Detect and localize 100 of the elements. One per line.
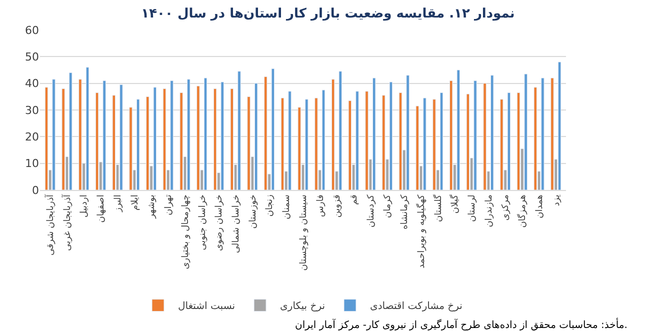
legend-label: نسبت اشتغال — [178, 301, 236, 312]
x-tick-label: اردبیل — [80, 194, 90, 218]
x-tick-label: زنجان — [265, 194, 276, 217]
bar — [238, 71, 241, 190]
bar — [440, 92, 444, 190]
x-tick-label: کهگیلویه و بویراحمد — [414, 194, 427, 268]
bar — [382, 95, 386, 190]
x-tick-label: گیلان — [448, 194, 461, 214]
y-tick-label: 40 — [25, 77, 39, 90]
y-tick-label: 50 — [25, 50, 39, 64]
x-tick-label: کرمانشاه — [400, 194, 410, 230]
x-tick-label: یزد — [552, 194, 562, 206]
x-tick-label: قم — [350, 194, 360, 205]
bar — [348, 100, 352, 190]
bar — [550, 78, 554, 190]
x-tick-label: کرمان — [383, 194, 394, 218]
bar — [86, 67, 90, 190]
bar — [62, 88, 65, 190]
bar — [338, 71, 342, 190]
x-tick-label: آذربایجان غربی — [60, 194, 73, 251]
bar — [120, 84, 123, 190]
bar — [507, 92, 511, 190]
bar — [146, 96, 150, 190]
y-tick-label: 30 — [25, 104, 39, 117]
legend-label: نرخ بیکاری — [280, 301, 325, 312]
bar — [298, 107, 301, 190]
bar — [406, 75, 410, 190]
chart-title: نمودار ۱۲. مقایسه وضعیت بازار کار استان‌ها در سال ۱۴۰۰ — [141, 6, 515, 22]
y-tick-label: 60 — [25, 24, 39, 37]
bar — [432, 99, 436, 190]
bar — [44, 87, 48, 190]
x-tick-label: البرز — [113, 194, 124, 213]
bar — [180, 92, 183, 190]
x-tick-label: بوشهر — [147, 194, 158, 220]
bar — [456, 70, 460, 190]
x-tick-label: خراسان رضوی — [214, 194, 225, 252]
x-tick-label: چهارمحال و بختیاری — [180, 194, 191, 270]
bar — [534, 87, 537, 190]
bar — [466, 94, 470, 190]
bar — [78, 79, 82, 190]
bar — [247, 96, 250, 190]
x-tick-label: قزوین — [332, 194, 343, 218]
bar — [541, 78, 544, 190]
bar — [196, 86, 200, 190]
bar — [280, 98, 284, 190]
text: مأخذ: محاسبات محقق از داده‌های طرح آمارگیری از نیروی کار- مرکز آمار ایران. — [295, 317, 628, 331]
bar — [112, 95, 116, 190]
x-tick-label: آذربایجان شرقی — [44, 194, 56, 256]
bar — [423, 98, 426, 190]
bar — [95, 92, 99, 190]
bar — [52, 79, 56, 190]
bar — [271, 68, 275, 190]
bar — [398, 92, 402, 190]
bar — [204, 78, 208, 190]
bar — [331, 79, 335, 190]
bar — [187, 79, 190, 190]
y-tick-label: 10 — [25, 157, 39, 170]
x-tick-label: کردستان — [366, 194, 376, 228]
bar — [230, 88, 234, 190]
bar — [416, 106, 419, 190]
x-tick-label: مازندران — [484, 194, 494, 228]
bar — [129, 107, 132, 190]
bar — [153, 87, 157, 190]
bar — [254, 83, 258, 190]
bar — [516, 92, 520, 190]
x-tick-label: سیستان و بلوچستان — [298, 194, 309, 271]
bar — [483, 83, 486, 190]
bar — [322, 90, 326, 190]
legend-label: نرخ مشارکت اقتصادی — [370, 301, 462, 312]
y-tick-label: 0 — [32, 184, 39, 197]
x-tick-label: هرمزگان — [516, 194, 528, 228]
y-tick-label: 20 — [25, 130, 39, 144]
bar — [69, 72, 72, 190]
x-tick-label: همدان — [534, 194, 545, 218]
x-tick-label: خوزستان — [248, 194, 258, 229]
bar — [162, 88, 166, 190]
bar — [558, 62, 562, 190]
x-tick-label: فارس — [316, 194, 326, 217]
bar — [449, 80, 453, 190]
bar — [474, 80, 477, 190]
bar — [524, 74, 528, 190]
x-tick-label: اصفهان — [96, 194, 107, 223]
x-tick-label: سمنان — [282, 194, 292, 220]
bar — [372, 78, 376, 190]
x-tick-label: لرستان — [468, 194, 478, 222]
bar — [490, 75, 494, 190]
bar — [314, 98, 318, 190]
bar — [170, 80, 174, 190]
x-tick-label: خراسان جنوبی — [198, 194, 208, 250]
bar — [305, 99, 308, 190]
bar — [288, 91, 292, 190]
x-tick-label: تهران — [164, 194, 174, 216]
bar — [500, 99, 504, 190]
bar — [220, 82, 224, 190]
bar — [102, 80, 106, 190]
bar — [389, 82, 393, 190]
x-tick-label: مرکزی — [501, 194, 512, 221]
bar — [356, 91, 359, 190]
bar — [365, 91, 368, 190]
x-tick-label: خراسان شمالی — [231, 194, 242, 254]
